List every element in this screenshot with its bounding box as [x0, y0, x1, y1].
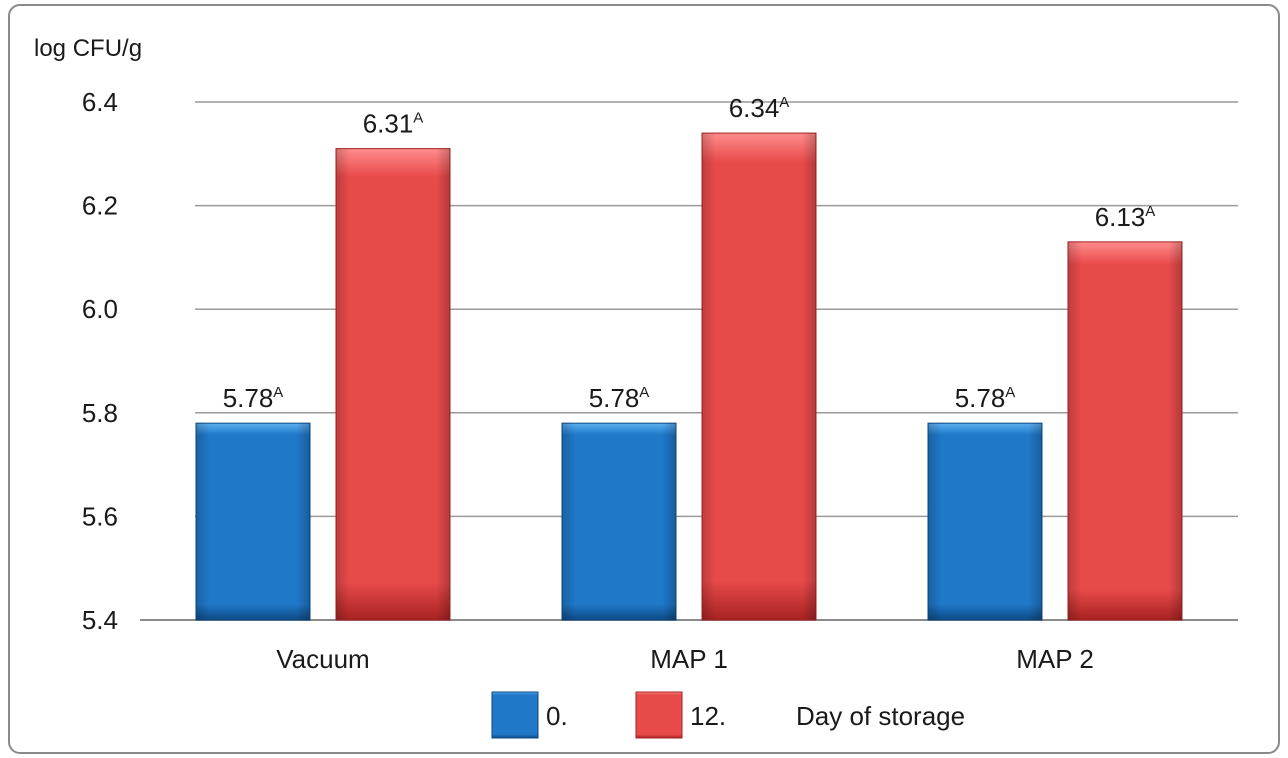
- legend-title: Day of storage: [796, 701, 965, 731]
- y-tick-label: 6.0: [82, 294, 118, 324]
- y-axis-label: log CFU/g: [34, 35, 142, 62]
- x-tick-label: MAP 2: [1016, 644, 1094, 674]
- legend-swatch: [491, 691, 539, 739]
- significance-superscript: A: [1005, 384, 1015, 401]
- bar-shade: [562, 423, 676, 620]
- bar-value-label: 5.78A: [223, 383, 284, 413]
- bar-value-label: 6.13A: [1095, 202, 1156, 232]
- bar-shade: [1068, 241, 1182, 621]
- significance-superscript: A: [273, 384, 283, 401]
- legend-label: 12.: [690, 701, 726, 731]
- bar-shade: [336, 148, 450, 620]
- bars: [195, 132, 1183, 621]
- y-tick-labels: 5.4 5.6 5.8 6.0 6.2 6.4: [82, 87, 118, 635]
- significance-superscript: A: [1145, 203, 1155, 220]
- y-tick-label: 6.2: [82, 191, 118, 221]
- bar-value-label: 5.78A: [589, 383, 650, 413]
- legend: Day of storage 0. 12.: [491, 691, 965, 739]
- x-tick-label: MAP 1: [650, 644, 728, 674]
- y-tick-label: 5.4: [82, 605, 118, 635]
- bar-shade: [196, 423, 310, 620]
- x-tick-label: Vacuum: [276, 644, 369, 674]
- bar-value-labels: 5.78A 6.31A 5.78A 6.34A 5.78A 6.13A: [223, 93, 1156, 413]
- x-tick-labels: Vacuum MAP 1 MAP 2: [276, 644, 1094, 674]
- significance-superscript: A: [779, 94, 789, 111]
- y-tick-label: 6.4: [82, 87, 118, 117]
- y-tick-label: 5.8: [82, 398, 118, 428]
- bar-value-label: 6.34A: [729, 93, 790, 123]
- y-tick-label: 5.6: [82, 501, 118, 531]
- significance-superscript: A: [413, 110, 423, 127]
- bar-shade: [702, 133, 816, 620]
- bar-shade: [928, 423, 1042, 620]
- legend-swatch: [635, 691, 683, 739]
- significance-superscript: A: [639, 384, 649, 401]
- legend-label: 0.: [546, 701, 568, 731]
- bar-value-label: 6.31A: [363, 109, 424, 139]
- bar-value-label: 5.78A: [955, 383, 1016, 413]
